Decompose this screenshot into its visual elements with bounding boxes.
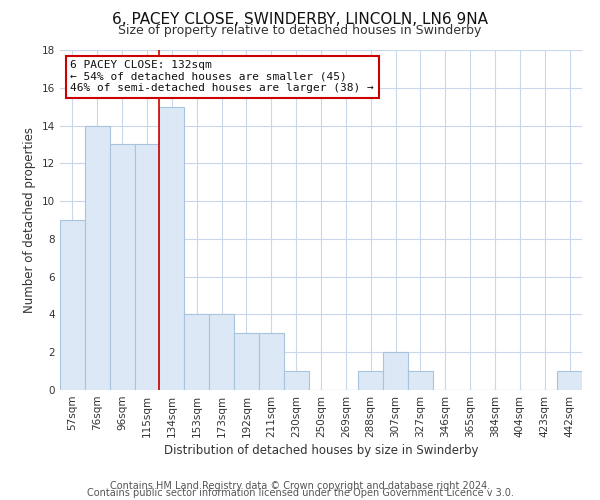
Bar	[383, 352, 408, 390]
Bar	[184, 314, 209, 390]
Bar	[408, 371, 433, 390]
Bar	[259, 334, 284, 390]
Text: 6, PACEY CLOSE, SWINDERBY, LINCOLN, LN6 9NA: 6, PACEY CLOSE, SWINDERBY, LINCOLN, LN6 …	[112, 12, 488, 28]
Text: Contains HM Land Registry data © Crown copyright and database right 2024.: Contains HM Land Registry data © Crown c…	[110, 481, 490, 491]
Bar	[60, 220, 85, 390]
Bar	[209, 314, 234, 390]
Bar	[358, 371, 383, 390]
Text: Contains public sector information licensed under the Open Government Licence v : Contains public sector information licen…	[86, 488, 514, 498]
Text: 6 PACEY CLOSE: 132sqm
← 54% of detached houses are smaller (45)
46% of semi-deta: 6 PACEY CLOSE: 132sqm ← 54% of detached …	[70, 60, 374, 94]
Bar	[85, 126, 110, 390]
Text: Size of property relative to detached houses in Swinderby: Size of property relative to detached ho…	[118, 24, 482, 37]
Bar	[234, 334, 259, 390]
Bar	[134, 144, 160, 390]
Y-axis label: Number of detached properties: Number of detached properties	[23, 127, 37, 313]
X-axis label: Distribution of detached houses by size in Swinderby: Distribution of detached houses by size …	[164, 444, 478, 457]
Bar	[110, 144, 134, 390]
Bar	[160, 106, 184, 390]
Bar	[284, 371, 308, 390]
Bar	[557, 371, 582, 390]
